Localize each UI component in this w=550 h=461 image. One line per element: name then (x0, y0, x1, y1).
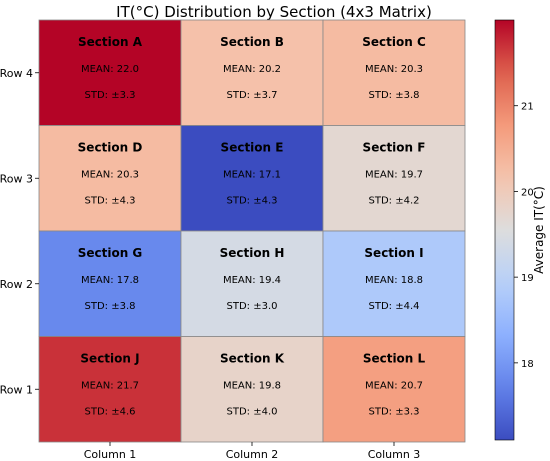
cell-std-label: STD: ±3.7 (227, 90, 278, 101)
cell-mean-label: MEAN: 20.3 (81, 170, 139, 181)
x-tick-label: Column 2 (226, 448, 279, 461)
cell-section-label: Section C (362, 35, 426, 49)
heatmap-cell: Section D MEAN: 20.3 STD: ±4.3 (38, 125, 182, 232)
cell-section-label: Section I (364, 246, 423, 260)
cell-mean-label: MEAN: 19.7 (365, 170, 423, 181)
y-tick-label: Row 1 (0, 383, 33, 396)
cell-section-label: Section H (220, 246, 285, 260)
cell-section-label: Section A (78, 35, 143, 49)
cell-mean-label: MEAN: 19.8 (223, 381, 281, 392)
heatmap-cell-fill (38, 230, 182, 337)
heatmap-cell: Section A MEAN: 22.0 STD: ±3.3 (38, 19, 182, 126)
cell-std-label: STD: ±3.8 (369, 90, 420, 101)
cell-std-label: STD: ±3.3 (85, 90, 136, 101)
cell-section-label: Section F (363, 141, 426, 155)
cell-std-label: STD: ±4.3 (85, 196, 136, 207)
cell-section-label: Section K (220, 352, 285, 366)
colorbar-tick-label: 20 (521, 187, 534, 198)
heatmap-cell: Section H MEAN: 19.4 STD: ±3.0 (180, 230, 324, 337)
heatmap-cell: Section G MEAN: 17.8 STD: ±3.8 (38, 230, 182, 337)
cell-std-label: STD: ±3.3 (369, 407, 420, 418)
heatmap-cell: Section I MEAN: 18.8 STD: ±4.4 (322, 230, 466, 337)
heatmap-cell: Section L MEAN: 20.7 STD: ±3.3 (322, 336, 466, 443)
heatmap-cell-fill (180, 125, 324, 232)
cell-std-label: STD: ±3.0 (227, 301, 278, 312)
colorbar-bar (494, 19, 515, 441)
cell-mean-label: MEAN: 20.2 (223, 64, 281, 75)
cell-std-label: STD: ±4.0 (227, 407, 278, 418)
heatmap-grid: Section A MEAN: 22.0 STD: ±3.3 Section B MEA… (38, 19, 466, 443)
y-tick-label: Row 4 (0, 67, 33, 80)
colorbar-label: Average IT(°C) (532, 186, 546, 274)
cell-std-label: STD: ±4.2 (369, 196, 420, 207)
heatmap-cell: Section F MEAN: 19.7 STD: ±4.2 (322, 125, 466, 232)
cell-std-label: STD: ±4.6 (85, 407, 136, 418)
cell-std-label: STD: ±4.4 (369, 301, 420, 312)
heatmap-cell: Section E MEAN: 17.1 STD: ±4.3 (180, 125, 324, 232)
colorbar-tick-label: 19 (521, 273, 534, 284)
heatmap-cell-fill (322, 336, 466, 443)
cell-mean-label: MEAN: 21.7 (81, 381, 139, 392)
colorbar: 18 19 20 21 Average IT(°C) (494, 19, 546, 441)
heatmap-cell-fill (180, 230, 324, 337)
cell-section-label: Section J (80, 352, 139, 366)
cell-mean-label: MEAN: 19.4 (223, 275, 281, 286)
colorbar-tick-label: 21 (521, 102, 534, 113)
heatmap-cell: Section K MEAN: 19.8 STD: ±4.0 (180, 336, 324, 443)
heatmap-cell-fill (322, 125, 466, 232)
x-tick-label: Column 1 (84, 448, 137, 461)
cell-mean-label: MEAN: 17.8 (81, 275, 139, 286)
y-tick-label: Row 3 (0, 172, 33, 185)
cell-mean-label: MEAN: 20.7 (365, 381, 423, 392)
heatmap-cell-fill (38, 19, 182, 126)
heatmap-cell: Section B MEAN: 20.2 STD: ±3.7 (180, 19, 324, 126)
cell-mean-label: MEAN: 18.8 (365, 275, 423, 286)
cell-std-label: STD: ±4.3 (227, 196, 278, 207)
y-tick-label: Row 2 (0, 278, 33, 291)
colorbar-tick-label: 18 (521, 359, 534, 370)
chart-title: IT(°C) Distribution by Section (4x3 Matr… (116, 3, 432, 21)
cell-section-label: Section G (78, 246, 143, 260)
heatmap-cell-fill (322, 19, 466, 126)
cell-mean-label: MEAN: 22.0 (81, 64, 139, 75)
cell-section-label: Section E (221, 141, 284, 155)
x-tick-label: Column 3 (368, 448, 421, 461)
cell-mean-label: MEAN: 17.1 (223, 170, 281, 181)
heatmap-cell: Section C MEAN: 20.3 STD: ±3.8 (322, 19, 466, 126)
heatmap-cell-fill (180, 19, 324, 126)
heatmap-cell-fill (38, 125, 182, 232)
heatmap-cell: Section J MEAN: 21.7 STD: ±4.6 (38, 336, 182, 443)
cell-section-label: Section D (78, 141, 143, 155)
heatmap-cell-fill (38, 336, 182, 443)
cell-section-label: Section L (363, 352, 426, 366)
cell-mean-label: MEAN: 20.3 (365, 64, 423, 75)
axes: Column 1 Column 2 Column 3 Row 4 Row 3 Row 2 R… (0, 67, 420, 461)
cell-std-label: STD: ±3.8 (85, 301, 136, 312)
cell-section-label: Section B (220, 35, 284, 49)
